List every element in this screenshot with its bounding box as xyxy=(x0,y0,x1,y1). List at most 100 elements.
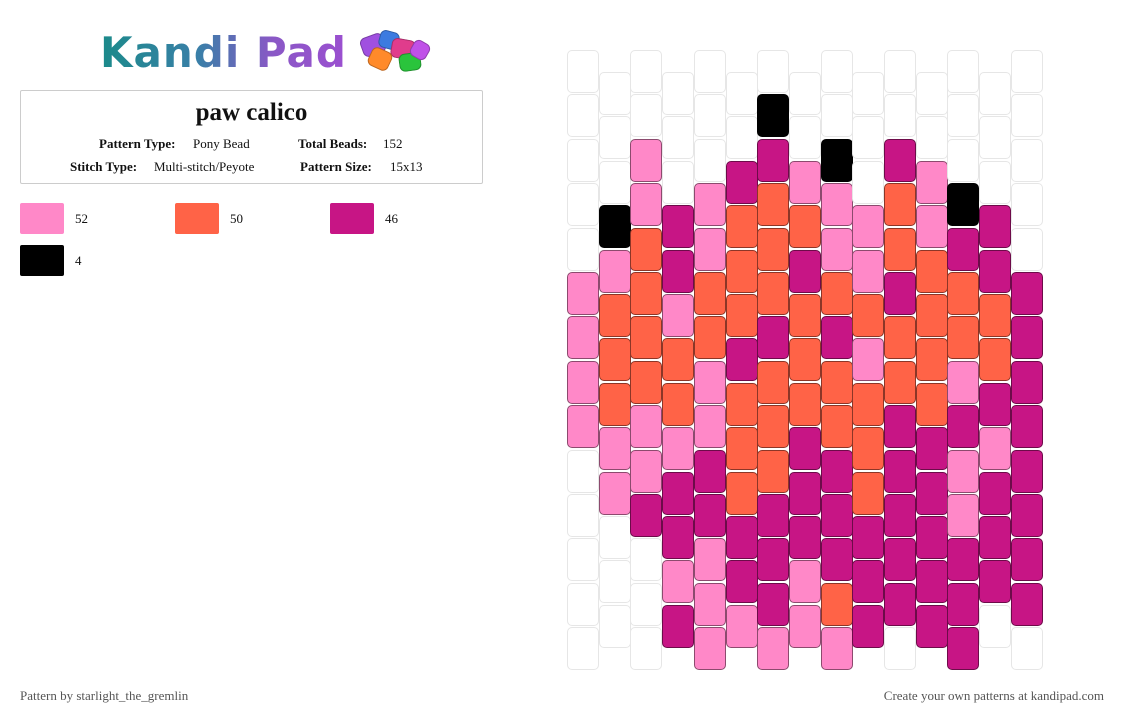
bead-empty xyxy=(567,227,599,271)
bead-pink xyxy=(915,205,948,249)
kandipad-link[interactable]: Create your own patterns at kandipad.com xyxy=(883,688,1104,703)
bead-pink xyxy=(693,360,726,404)
bead-empty xyxy=(567,138,599,182)
bead-empty xyxy=(1010,94,1043,138)
bead-magenta xyxy=(1010,405,1043,449)
bead-orange xyxy=(630,272,663,315)
bead-magenta xyxy=(884,582,916,626)
bead-empty xyxy=(693,138,726,182)
bead-magenta xyxy=(979,249,1012,293)
bead-orange xyxy=(915,249,948,293)
kandipad-logo[interactable]: Kandi Pad xyxy=(100,24,433,80)
bead-pink xyxy=(693,405,726,449)
legend-count-orange: 50 xyxy=(230,211,243,226)
bead-empty xyxy=(820,94,853,138)
bead-orange xyxy=(852,427,885,471)
bead-magenta xyxy=(1010,272,1043,315)
pattern-title: paw calico xyxy=(195,99,308,126)
bead-magenta xyxy=(820,494,853,537)
bead-empty xyxy=(598,116,631,160)
bead-empty xyxy=(852,72,885,115)
bead-black xyxy=(820,138,853,182)
bead-empty xyxy=(630,94,663,138)
bead-magenta xyxy=(1010,494,1043,537)
bead-pink xyxy=(693,582,726,626)
bead-empty xyxy=(820,50,853,93)
bead-orange xyxy=(757,227,790,271)
bead-magenta xyxy=(852,560,885,604)
bead-pink xyxy=(947,494,980,537)
bead-pink xyxy=(693,538,726,582)
bead-empty xyxy=(567,494,599,537)
legend-count-magenta: 46 xyxy=(385,211,398,226)
bead-orange xyxy=(757,405,790,449)
bead-black xyxy=(947,183,980,227)
bead-pink xyxy=(788,560,821,604)
bead-magenta xyxy=(820,449,853,493)
bead-empty xyxy=(693,94,726,138)
bead-empty xyxy=(852,116,885,160)
bead-orange xyxy=(852,471,885,515)
pattern-author: Pattern by starlight_the_gremlin xyxy=(20,688,189,703)
bead-magenta xyxy=(757,582,790,626)
bead-orange xyxy=(884,360,916,404)
bead-orange xyxy=(725,427,758,471)
legend-count-pink: 52 xyxy=(75,211,88,226)
bead-magenta xyxy=(693,449,726,493)
bead-orange xyxy=(852,382,885,426)
legend-swatch-magenta xyxy=(330,203,374,234)
bead-magenta xyxy=(820,538,853,582)
bead-pink xyxy=(693,183,726,227)
bead-empty xyxy=(567,50,599,93)
bead-orange xyxy=(693,272,726,315)
bead-magenta xyxy=(725,516,758,559)
bead-pink xyxy=(725,604,758,648)
bead-pink xyxy=(947,449,980,493)
bead-orange xyxy=(820,360,853,404)
bead-empty xyxy=(979,604,1012,648)
bead-empty xyxy=(1010,50,1043,93)
bead-magenta xyxy=(662,249,695,293)
bead-empty xyxy=(915,116,948,160)
bead-empty xyxy=(979,160,1012,204)
legend-swatch-pink xyxy=(20,203,64,234)
bead-magenta xyxy=(884,405,916,449)
pattern-info-box: paw calico Pattern Type: Pony Bead Total… xyxy=(20,90,483,184)
bead-magenta xyxy=(852,604,885,648)
bead-pink xyxy=(820,227,853,271)
bead-empty xyxy=(630,627,663,671)
bead-pink xyxy=(788,604,821,648)
bead-empty xyxy=(567,183,599,227)
bead-magenta xyxy=(630,494,663,537)
bead-magenta xyxy=(1010,316,1043,360)
bead-magenta xyxy=(915,471,948,515)
bead-orange xyxy=(630,227,663,271)
bead-magenta xyxy=(884,138,916,182)
bead-pile-icon xyxy=(355,27,433,77)
bead-orange xyxy=(662,382,695,426)
bead-orange xyxy=(947,272,980,315)
bead-empty xyxy=(884,627,916,671)
bead-orange xyxy=(725,294,758,337)
pattern-size-label: Pattern Size: xyxy=(300,159,372,174)
bead-orange xyxy=(915,294,948,337)
bead-empty xyxy=(1010,183,1043,227)
bead-empty xyxy=(598,560,631,604)
bead-magenta xyxy=(757,538,790,582)
bead-orange xyxy=(820,582,853,626)
bead-pink xyxy=(820,627,853,671)
bead-empty xyxy=(884,50,916,93)
bead-pink xyxy=(630,405,663,449)
bead-magenta xyxy=(979,560,1012,604)
bead-pink xyxy=(852,338,885,382)
bead-orange xyxy=(757,272,790,315)
bead-magenta xyxy=(725,560,758,604)
bead-empty xyxy=(1010,227,1043,271)
bead-orange xyxy=(788,294,821,337)
bead-orange xyxy=(788,338,821,382)
bead-magenta xyxy=(884,494,916,537)
bead-empty xyxy=(630,50,663,93)
logo-text: Kandi Pad xyxy=(100,27,347,77)
bead-empty xyxy=(598,160,631,204)
bead-magenta xyxy=(693,494,726,537)
